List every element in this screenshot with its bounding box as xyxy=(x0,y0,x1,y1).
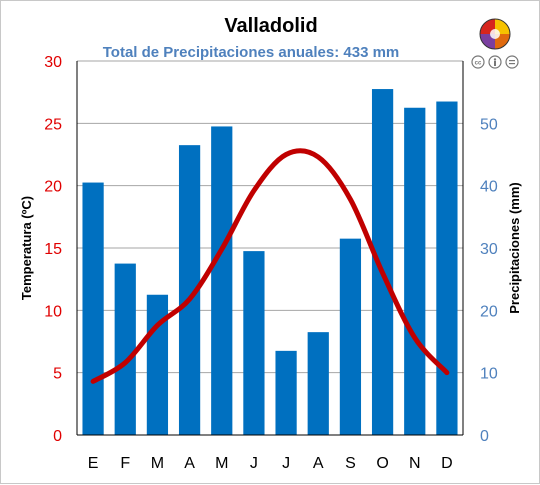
x-tick-label: J xyxy=(250,455,258,472)
x-tick-label: J xyxy=(282,455,290,472)
grid-lines xyxy=(77,60,463,374)
precipitation-bar-5 xyxy=(211,126,233,435)
y-tick-left: 5 xyxy=(53,366,62,383)
precipitation-bar-9 xyxy=(339,238,362,435)
logo-icon xyxy=(479,18,511,50)
svg-text:cc: cc xyxy=(475,61,482,67)
temperature-line-layer xyxy=(90,148,450,384)
precipitation-bar-7 xyxy=(275,350,297,435)
x-tick-label: M xyxy=(215,455,228,472)
y-tick-right: 0 xyxy=(480,428,489,445)
nd-icon xyxy=(505,55,519,69)
y-axis-left-label: Temperatura (ºC) xyxy=(19,196,34,300)
y-tick-right: 50 xyxy=(480,116,498,133)
cc-icon: cc xyxy=(471,55,485,69)
y-tick-right: 40 xyxy=(480,179,498,196)
axes xyxy=(76,61,464,436)
y-tick-left: 20 xyxy=(44,179,62,196)
x-tick-label: N xyxy=(409,455,421,472)
x-tick-label: A xyxy=(313,455,324,472)
y-tick-right: 20 xyxy=(480,303,498,320)
x-tick-label: O xyxy=(376,455,388,472)
precipitation-bar-6 xyxy=(243,251,265,435)
y-tick-right: 30 xyxy=(480,241,498,258)
y-tick-left: 0 xyxy=(53,428,62,445)
precipitation-bar-8 xyxy=(307,332,329,435)
chart-title: Valladolid xyxy=(224,15,317,37)
x-tick-label: S xyxy=(345,455,356,472)
y-tick-left: 25 xyxy=(44,116,62,133)
y-tick-right: 10 xyxy=(480,366,498,383)
y-tick-left: 30 xyxy=(44,54,62,71)
temperature-line xyxy=(90,148,450,384)
precipitation-bars xyxy=(82,89,458,436)
precipitation-bar-11 xyxy=(404,107,426,435)
x-tick-label: A xyxy=(184,455,195,472)
y-tick-left: 10 xyxy=(44,303,62,320)
y-tick-left: 15 xyxy=(44,241,62,258)
precipitation-bar-4 xyxy=(178,145,201,435)
chart-subtitle: Total de Precipitaciones anuales: 433 mm xyxy=(103,44,400,61)
precipitation-bar-2 xyxy=(114,263,136,435)
x-tick-label: M xyxy=(151,455,164,472)
by-icon xyxy=(488,55,502,69)
precipitation-bar-1 xyxy=(82,182,104,435)
precipitation-bar-12 xyxy=(436,101,458,436)
precipitation-bar-3 xyxy=(146,294,169,435)
precipitation-bar-10 xyxy=(371,89,394,436)
tick-labels: 0 5 10 15 20 25 30 0 10 20 30 40 50 E F M A M J J A S O N D xyxy=(44,54,498,472)
x-tick-label: D xyxy=(441,455,453,472)
x-tick-label: E xyxy=(88,455,99,472)
x-tick-label: F xyxy=(120,455,130,472)
y-axis-right-label: Precipitaciones (mm) xyxy=(507,182,522,314)
